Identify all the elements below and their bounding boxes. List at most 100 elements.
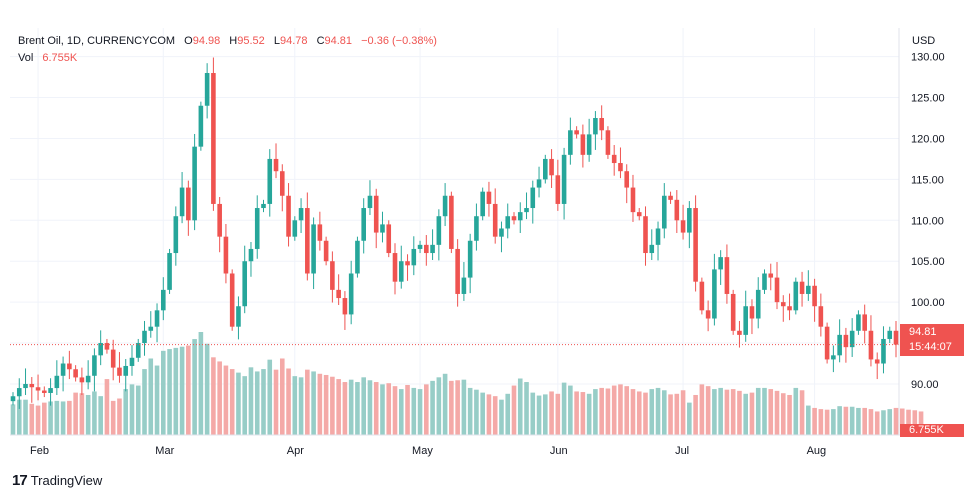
candle-body: [355, 240, 360, 274]
candle-body: [517, 212, 523, 221]
candle-body: [630, 187, 636, 213]
candle-body: [367, 195, 373, 209]
volume-bar: [242, 376, 248, 435]
candle-body: [142, 330, 147, 344]
last-volume-tag: 6.755K: [900, 424, 964, 437]
candle-body: [649, 244, 655, 254]
volume-bar: [186, 345, 191, 435]
volume-bar: [286, 368, 291, 435]
candle-body: [380, 224, 385, 233]
volume-bar: [411, 387, 417, 435]
candle-body: [618, 163, 623, 172]
candle-body: [330, 261, 335, 290]
volume-bar: [179, 346, 185, 435]
volume-bar: [881, 410, 886, 435]
candle-body: [398, 261, 404, 282]
volume-bar: [16, 399, 22, 435]
volume-label[interactable]: Vol: [18, 52, 34, 64]
volume-bar: [217, 361, 222, 435]
volume-bar: [730, 389, 736, 435]
candle-body: [849, 330, 855, 348]
volume-bar: [135, 385, 141, 435]
volume-bar: [123, 389, 129, 435]
volume-bar: [42, 402, 47, 435]
candle-body: [467, 240, 473, 278]
candle-body: [680, 220, 686, 233]
volume-bar: [204, 343, 210, 435]
candle-body: [536, 179, 542, 188]
candle-body: [718, 257, 723, 270]
volume-bar: [305, 369, 310, 435]
candle-body: [793, 281, 799, 311]
candle-body: [242, 261, 248, 307]
candle-body: [342, 298, 348, 315]
volume-bar: [856, 407, 861, 435]
candle-body: [561, 154, 567, 204]
volume-bar: [568, 385, 573, 435]
candle-body: [881, 338, 886, 364]
volume-bar: [436, 377, 442, 435]
candle-body: [586, 134, 592, 155]
volume-bar: [342, 382, 348, 435]
candle-body: [862, 314, 867, 331]
volume-bar: [198, 332, 204, 435]
volume-bar: [611, 385, 617, 435]
volume-bar: [599, 387, 604, 435]
candle-body: [568, 130, 573, 155]
volume-bar: [398, 389, 404, 435]
volume-bar: [749, 392, 755, 435]
candle-body: [893, 330, 899, 345]
candle-body: [712, 269, 717, 319]
candle-body: [549, 158, 554, 176]
volume-bar: [862, 407, 867, 435]
candle-body: [104, 343, 110, 350]
volume-bar: [630, 389, 636, 435]
candle-body: [511, 216, 517, 221]
volume-bar: [311, 371, 316, 435]
volume-bar: [530, 392, 536, 435]
volume-bar: [699, 384, 705, 435]
open-label: O: [184, 35, 193, 47]
volume-bar: [887, 409, 893, 435]
volume-bar: [348, 379, 354, 435]
candle-body: [505, 216, 511, 229]
last-price-tag: 94.81 15:44:07: [900, 324, 964, 356]
volume-bar: [392, 386, 398, 435]
volume-bar: [430, 380, 435, 435]
candle-body: [724, 257, 730, 294]
symbol-label[interactable]: Brent Oil, 1D, CURRENCYCOM: [18, 35, 176, 47]
volume-bar: [724, 389, 730, 435]
candle-body: [348, 273, 354, 315]
candle-body: [843, 334, 849, 348]
volume-bar: [35, 405, 41, 435]
y-tick-label: 100.00: [911, 297, 945, 309]
candle-body: [411, 248, 417, 266]
tradingview-brand[interactable]: 17 TradingView: [12, 472, 102, 489]
volume-bar: [843, 406, 849, 435]
currency-label[interactable]: USD: [912, 35, 936, 47]
candle-body: [474, 216, 479, 241]
y-tick-label: 120.00: [911, 133, 945, 145]
volume-bar: [586, 393, 592, 435]
candle-body: [543, 158, 548, 180]
volume-bar: [223, 365, 229, 435]
open-value: 94.98: [192, 35, 221, 47]
volume-bar: [874, 411, 880, 435]
candle-body: [386, 224, 392, 254]
candle-body: [192, 146, 197, 221]
volume-bar: [367, 380, 373, 435]
candle-body: [273, 158, 279, 172]
volume-bar: [549, 391, 554, 435]
volume-bar: [267, 359, 273, 435]
candle-body: [643, 216, 648, 254]
volume-bar: [361, 377, 366, 435]
volume-bar: [524, 382, 529, 435]
brand-name: TradingView: [30, 473, 103, 488]
candle-body: [129, 357, 135, 366]
candle-body: [254, 208, 260, 249]
candle-body: [818, 306, 824, 327]
low-label: L: [273, 35, 280, 47]
candle-body: [16, 388, 22, 397]
volume-bar: [317, 373, 323, 435]
